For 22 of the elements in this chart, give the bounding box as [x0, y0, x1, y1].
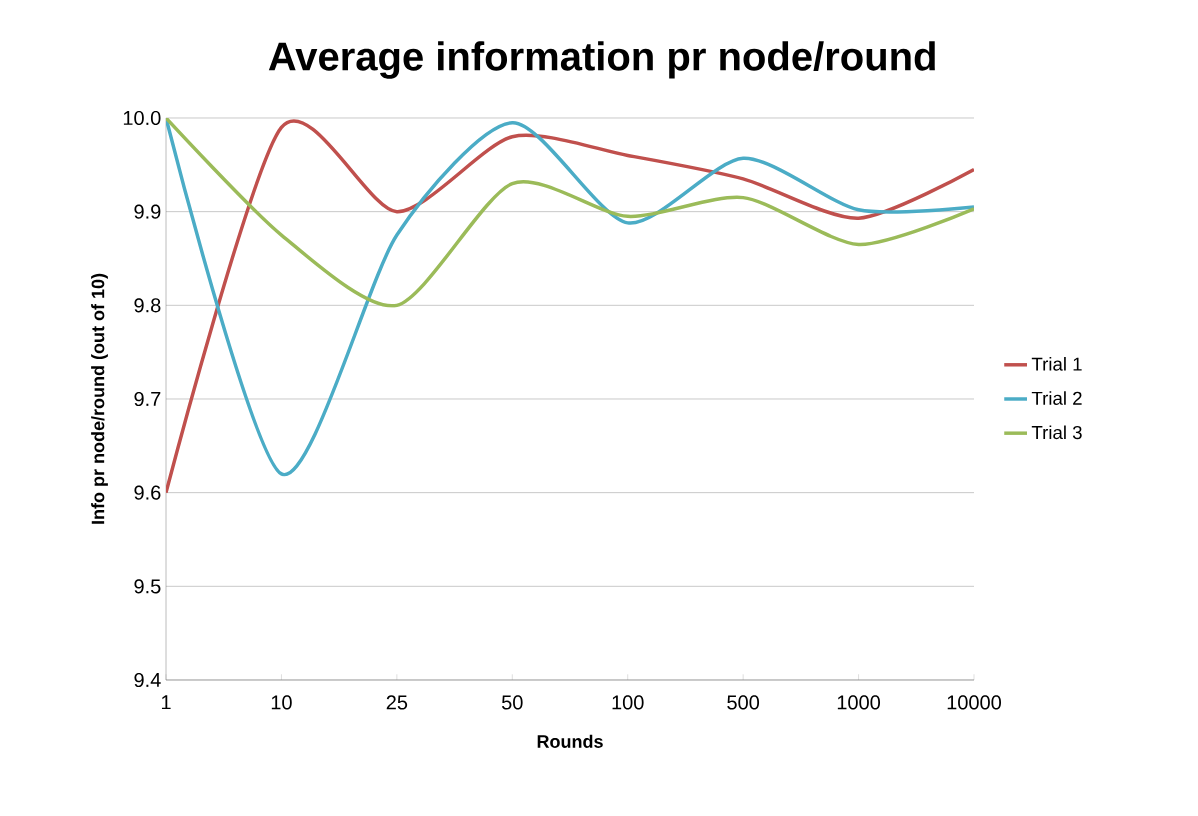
x-tick-label: 50	[501, 695, 523, 710]
legend-label: Trial 2	[1031, 391, 1082, 405]
y-tick-label: 9.4	[134, 672, 161, 688]
y-tick-label: 9.5	[134, 579, 161, 594]
x-tick-label: 100	[612, 695, 644, 710]
legend-label: Trial 3	[1031, 425, 1082, 440]
legend-label: Trial 1	[1031, 357, 1082, 371]
y-tick-label: 9.7	[134, 391, 161, 407]
x-tick-label: 10	[271, 695, 292, 710]
x-axis-title: Rounds	[537, 734, 603, 748]
x-tick-label: 1000	[837, 695, 881, 710]
y-tick-label: 9.9	[134, 204, 161, 219]
y-tick-label: 9.6	[134, 485, 161, 500]
x-tick-label: 10000	[947, 695, 1001, 710]
line-series	[166, 117, 974, 308]
x-tick-label: 500	[727, 695, 760, 710]
x-tick-label: 1	[161, 695, 171, 710]
y-tick-label: 10.0	[123, 110, 161, 126]
y-axis-title: Info pr node/round (out of 10)	[91, 273, 108, 524]
y-tick-label: 9.8	[134, 298, 161, 313]
chart-title: Average information pr node/round	[268, 41, 935, 79]
x-tick-label: 25	[386, 695, 408, 710]
